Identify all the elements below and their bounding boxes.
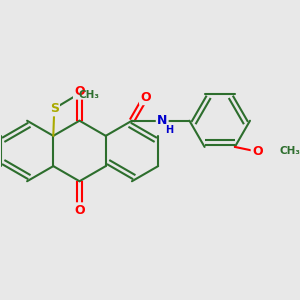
Text: H: H [165, 125, 173, 135]
Text: O: O [74, 204, 85, 217]
Text: N: N [157, 114, 167, 127]
Text: CH₃: CH₃ [280, 146, 300, 157]
Text: O: O [252, 145, 262, 158]
Text: O: O [74, 85, 85, 98]
Text: CH₃: CH₃ [79, 90, 100, 100]
Text: O: O [140, 91, 151, 104]
Text: S: S [50, 102, 59, 115]
